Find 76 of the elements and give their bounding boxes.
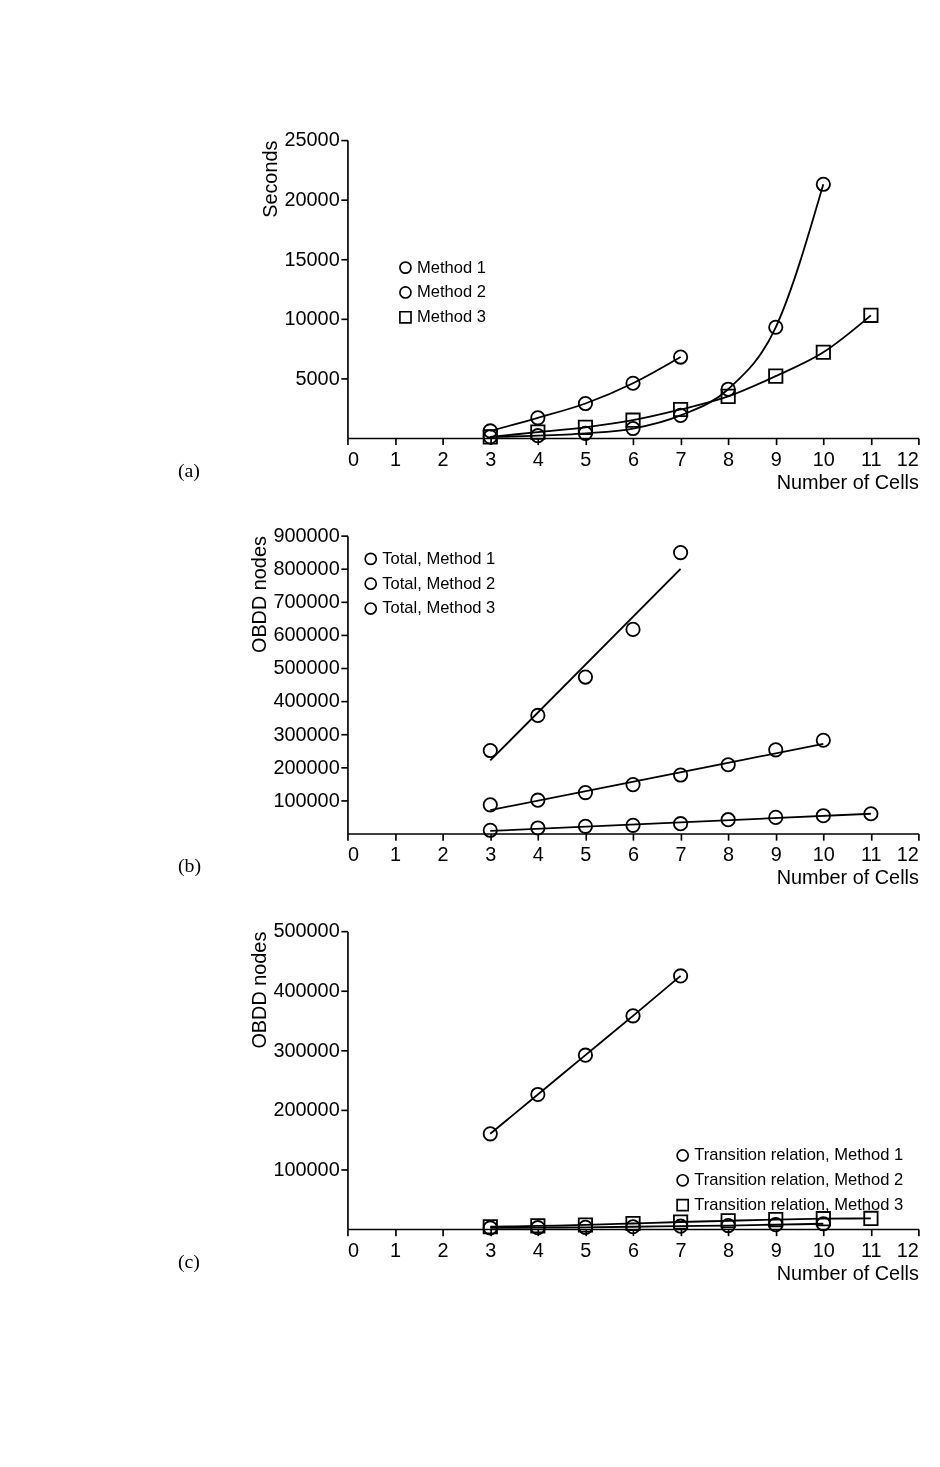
y-tick-label: 5000 bbox=[295, 366, 340, 389]
x-tick-label: 0 bbox=[347, 843, 359, 866]
x-tick-label: 1 bbox=[390, 447, 402, 470]
y-tick-label: 400000 bbox=[273, 689, 340, 712]
x-tick-label: 1 bbox=[390, 1238, 402, 1261]
y-tick-label: 15000 bbox=[284, 247, 340, 270]
y-tick-label: 20000 bbox=[284, 187, 340, 210]
x-tick-label: 6 bbox=[627, 1238, 639, 1261]
y-tick-label: 200000 bbox=[273, 755, 340, 778]
x-tick-label: 11 bbox=[861, 1238, 882, 1261]
x-tick-label: 2 bbox=[437, 843, 449, 866]
legend-label: Transition relation, Method 2 bbox=[694, 1170, 904, 1190]
x-tick-label: 4 bbox=[532, 1238, 544, 1261]
text: (c) bbox=[177, 1250, 200, 1274]
text: (a) bbox=[177, 458, 200, 482]
x-tick-label: 7 bbox=[675, 843, 687, 866]
x-tick-label: 0 bbox=[347, 447, 359, 470]
y-axis-title: OBDD nodes bbox=[247, 931, 270, 1049]
y-tick-label: 300000 bbox=[273, 722, 340, 745]
x-tick-label: 11 bbox=[861, 843, 882, 866]
x-tick-label: 12 bbox=[896, 447, 919, 470]
x-tick-label: 2 bbox=[437, 1238, 449, 1261]
legend-label: Method 1 bbox=[417, 257, 486, 277]
x-tick-label: 8 bbox=[723, 1238, 735, 1261]
x-axis-title: Number of Cells bbox=[776, 866, 919, 889]
x-tick-label: 4 bbox=[532, 843, 544, 866]
y-axis-title: OBDD nodes bbox=[247, 536, 270, 654]
x-tick-label: 1 bbox=[390, 843, 402, 866]
x-axis-title: Number of Cells bbox=[776, 1262, 919, 1285]
x-tick-label: 4 bbox=[532, 447, 544, 470]
x-tick-label: 12 bbox=[896, 843, 919, 866]
x-tick-label: 11 bbox=[861, 447, 882, 470]
y-tick-label: 100000 bbox=[273, 1157, 340, 1180]
x-tick-label: 5 bbox=[580, 1238, 592, 1261]
y-tick-label: 300000 bbox=[273, 1038, 340, 1061]
x-tick-label: 3 bbox=[485, 447, 497, 470]
y-tick-label: 600000 bbox=[273, 623, 340, 646]
x-tick-label: 12 bbox=[896, 1238, 919, 1261]
text: (b) bbox=[177, 854, 202, 878]
legend-label: Transition relation, Method 1 bbox=[694, 1145, 904, 1165]
x-tick-label: 5 bbox=[580, 447, 592, 470]
legend-label: Method 2 bbox=[417, 282, 486, 302]
x-tick-label: 6 bbox=[627, 447, 639, 470]
x-tick-label: 10 bbox=[812, 843, 835, 866]
legend-label: Total, Method 1 bbox=[382, 548, 496, 568]
legend-label: Transition relation, Method 3 bbox=[694, 1195, 904, 1215]
x-tick-label: 9 bbox=[770, 843, 782, 866]
y-tick-label: 900000 bbox=[273, 523, 340, 546]
x-tick-label: 7 bbox=[675, 1238, 687, 1261]
x-tick-label: 7 bbox=[675, 447, 687, 470]
y-tick-label: 700000 bbox=[273, 590, 340, 613]
x-tick-label: 6 bbox=[627, 843, 639, 866]
x-tick-label: 3 bbox=[485, 1238, 497, 1261]
y-tick-label: 10000 bbox=[284, 307, 340, 330]
legend-label: Method 3 bbox=[417, 307, 486, 327]
x-tick-label: 3 bbox=[485, 843, 497, 866]
x-tick-label: 9 bbox=[770, 447, 782, 470]
y-tick-label: 100000 bbox=[273, 788, 340, 811]
y-axis-title: Seconds bbox=[259, 140, 281, 218]
x-tick-label: 0 bbox=[347, 1238, 359, 1261]
x-tick-label: 8 bbox=[723, 447, 735, 470]
y-tick-label: 25000 bbox=[284, 128, 340, 151]
y-tick-label: 500000 bbox=[273, 656, 340, 679]
x-tick-label: 5 bbox=[580, 843, 592, 866]
x-axis-title: Number of Cells bbox=[776, 470, 919, 493]
x-tick-label: 8 bbox=[723, 843, 735, 866]
x-tick-label: 2 bbox=[437, 447, 449, 470]
x-tick-label: 9 bbox=[770, 1238, 782, 1261]
x-tick-label: 10 bbox=[812, 447, 835, 470]
x-tick-label: 10 bbox=[812, 1238, 835, 1261]
y-tick-label: 200000 bbox=[273, 1098, 340, 1121]
y-tick-label: 500000 bbox=[273, 919, 340, 942]
legend-label: Total, Method 3 bbox=[382, 598, 496, 618]
y-tick-label: 400000 bbox=[273, 979, 340, 1002]
y-tick-label: 800000 bbox=[273, 557, 340, 580]
legend-label: Total, Method 2 bbox=[382, 573, 496, 593]
